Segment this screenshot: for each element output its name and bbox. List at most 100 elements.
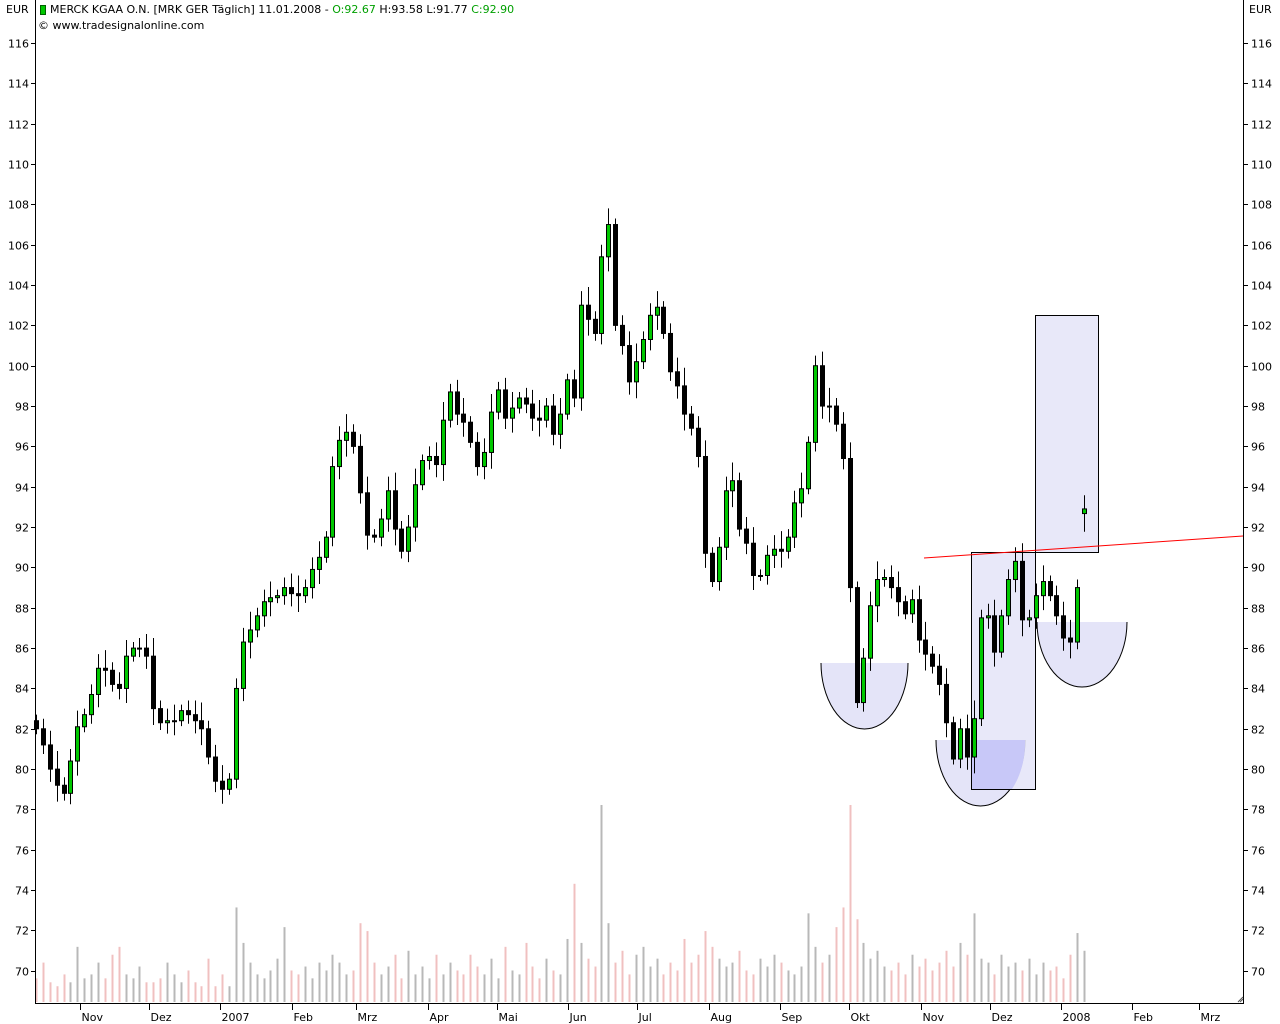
candle-body (117, 683, 122, 689)
candle-body (889, 577, 894, 589)
candle-body (289, 587, 294, 595)
y-tick-label-left: 84 (15, 683, 29, 696)
volume-bar (931, 970, 934, 1002)
volume-bar (42, 962, 45, 1002)
y-tick-label-right: 76 (1251, 845, 1265, 858)
candle-body (386, 490, 391, 520)
volume-bar (690, 962, 693, 1002)
volume-bar (669, 962, 672, 1002)
candle-legend-icon (40, 5, 46, 15)
volume-bar (97, 962, 100, 1002)
overlap-region (972, 740, 1026, 789)
volume-bar (63, 974, 66, 1002)
volume-bar (987, 962, 990, 1002)
volume-bar (1076, 933, 1079, 1002)
volume-bar (359, 923, 362, 1002)
candle-body (199, 720, 204, 730)
volume-bar (545, 958, 548, 1002)
candle-body (717, 546, 722, 583)
candle-body (661, 306, 666, 334)
candle-body (848, 458, 853, 589)
low-value: L:91.77 (426, 3, 468, 16)
axes (35, 0, 1244, 1004)
candle-body (303, 587, 308, 597)
candle-body (510, 407, 515, 419)
volume-bar (897, 962, 900, 1002)
volume-bar (449, 962, 452, 1002)
candle-body (234, 687, 239, 780)
volume-bar (1069, 954, 1072, 1002)
candle-body (910, 599, 915, 615)
candle-body (930, 653, 935, 667)
volume-bar (69, 982, 72, 1002)
candle-body (593, 318, 598, 334)
candle-body (951, 722, 956, 760)
volume-bar (1035, 974, 1038, 1002)
volume-bar (1000, 954, 1003, 1002)
candle-body (124, 655, 129, 689)
y-tick-label-left: 100 (8, 361, 29, 374)
volume-bar (594, 966, 597, 1002)
volume-bar (456, 970, 459, 1002)
candle-body (979, 617, 984, 720)
candle-body (461, 413, 466, 423)
candle-body (227, 778, 232, 790)
candle-body (1041, 581, 1046, 597)
candle-body (551, 405, 556, 435)
volume-bar (876, 950, 879, 1002)
x-tick-label: Nov (923, 1011, 945, 1024)
trendline[interactable] (923, 535, 1244, 559)
volume-bar (469, 954, 472, 1002)
volume-bar (759, 958, 762, 1002)
candle-body (1048, 581, 1053, 597)
x-tick-label: Feb (294, 1011, 313, 1024)
volume-bar (856, 919, 859, 1002)
volume-bar (918, 966, 921, 1002)
volume-bar (504, 946, 507, 1002)
candle-body (213, 756, 218, 782)
candle-body (537, 417, 542, 421)
candlesticks (34, 208, 1087, 805)
volume-bar (538, 978, 541, 1002)
volume-bar (200, 986, 203, 1002)
volume-bar (938, 962, 941, 1002)
candle-body (923, 639, 928, 655)
candle-body (696, 427, 701, 457)
candle-body (965, 728, 970, 758)
candle-body (1082, 508, 1087, 515)
candle-body (896, 587, 901, 603)
y-tick-label-left: 116 (8, 38, 29, 51)
y-tick-label-left: 76 (15, 845, 29, 858)
candle-body (496, 389, 501, 413)
volume-bar (242, 942, 245, 1002)
volume-bar (387, 966, 390, 1002)
volume-bar (821, 962, 824, 1002)
y-tick-label-right: 96 (1251, 441, 1265, 454)
currency-right: EUR (1249, 3, 1272, 16)
volume-bar (428, 978, 431, 1002)
y-tick-label-right: 78 (1251, 804, 1265, 817)
volume-bar (159, 978, 162, 1002)
volume-bar (835, 927, 838, 1002)
volume-bar (269, 970, 272, 1002)
volume-bar (373, 962, 376, 1002)
candle-body (737, 480, 742, 530)
candle-body (351, 431, 356, 447)
candle-body (179, 710, 184, 722)
volume-bar (1062, 978, 1065, 1002)
volume-bar (725, 966, 728, 1002)
volume-bar (973, 913, 976, 1002)
volume-bar (766, 966, 769, 1002)
candle-body (310, 568, 315, 589)
volume-bar (649, 966, 652, 1002)
y-tick-label-right: 72 (1251, 925, 1265, 938)
candle-body (655, 306, 660, 316)
y-tick-label-right: 98 (1251, 401, 1265, 414)
candle-body (613, 224, 618, 326)
volume-bar (966, 954, 969, 1002)
candle-body (675, 371, 680, 387)
volume-bar (869, 958, 872, 1002)
candle-body (730, 480, 735, 492)
y-tick-label-right: 74 (1251, 885, 1265, 898)
